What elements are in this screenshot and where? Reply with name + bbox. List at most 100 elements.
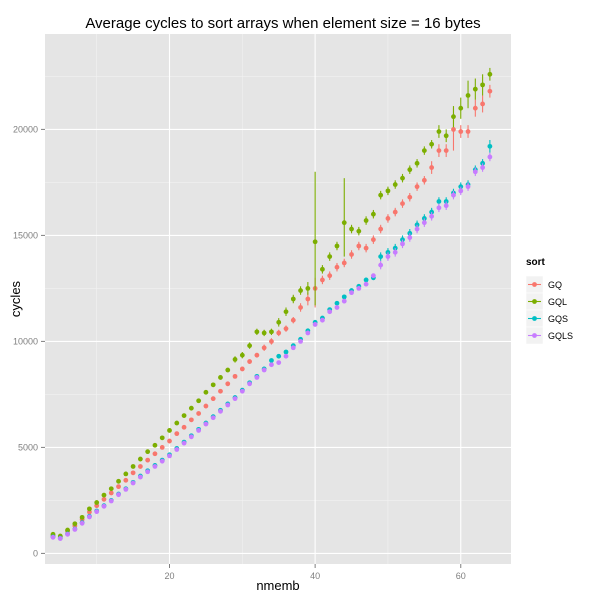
data-point: [429, 141, 435, 147]
data-point: [269, 358, 274, 363]
y-tick-label: 5000: [18, 442, 38, 452]
data-point: [400, 241, 405, 247]
data-point: [254, 352, 260, 358]
data-point: [327, 254, 333, 259]
data-point: [116, 478, 121, 484]
data-point: [290, 296, 296, 302]
data-point: [232, 396, 238, 402]
data-point: [65, 531, 70, 537]
data-point: [123, 471, 129, 477]
data-point: [458, 188, 464, 194]
data-point: [87, 514, 92, 520]
data-point: [232, 357, 238, 362]
data-point: [305, 330, 311, 336]
data-point: [218, 388, 223, 394]
data-point: [298, 305, 303, 310]
data-point: [407, 167, 413, 173]
data-point: [137, 464, 143, 469]
data-point: [283, 309, 289, 315]
data-point: [123, 486, 129, 492]
data-point: [305, 296, 311, 302]
y-tick-label: 10000: [13, 336, 38, 346]
x-tick-label: 20: [165, 571, 175, 581]
data-point: [159, 435, 165, 441]
data-point: [443, 148, 449, 154]
data-point: [196, 398, 202, 404]
data-point: [72, 527, 78, 532]
data-point: [487, 154, 493, 160]
legend-label: GQLS: [548, 331, 573, 341]
data-point: [174, 420, 180, 426]
data-point: [472, 105, 478, 111]
data-point: [356, 243, 362, 249]
plot-panel: [45, 34, 511, 564]
data-point: [145, 469, 151, 475]
data-point: [137, 474, 143, 480]
data-point: [407, 194, 413, 200]
data-point: [152, 451, 158, 457]
data-point: [239, 352, 245, 358]
chart-title: Average cycles to sort arrays when eleme…: [85, 15, 480, 32]
data-point: [254, 329, 260, 335]
data-point: [130, 470, 136, 476]
data-point: [210, 382, 216, 388]
data-point: [436, 205, 442, 211]
data-point: [94, 509, 100, 515]
major-gridlines: [45, 34, 511, 564]
data-point: [400, 201, 405, 207]
data-point: [341, 294, 347, 300]
data-point: [407, 235, 413, 240]
data-point: [349, 252, 354, 257]
data-point: [188, 417, 194, 423]
data-point: [269, 339, 274, 344]
data-point: [239, 366, 245, 372]
data-point: [159, 445, 165, 450]
data-point: [320, 317, 325, 323]
data-point: [370, 273, 376, 279]
data-point: [458, 105, 464, 111]
data-point: [50, 534, 56, 540]
data-point: [363, 277, 369, 283]
data-point: [167, 453, 172, 459]
legend-key-point: [532, 299, 537, 304]
data-point: [181, 424, 187, 430]
data-point: [137, 456, 143, 462]
data-point: [451, 114, 456, 120]
data-point: [436, 199, 442, 204]
data-point: [421, 220, 427, 226]
data-point: [341, 220, 347, 226]
data-point: [247, 343, 253, 349]
legend-item-gqs: GQS: [525, 309, 568, 328]
legend-item-gqls: GQLS: [525, 326, 573, 345]
data-point: [196, 428, 202, 433]
data-point: [320, 266, 325, 272]
data-point: [283, 326, 289, 332]
data-point: [341, 260, 347, 266]
data-point: [378, 226, 384, 232]
data-point: [145, 457, 151, 463]
data-point: [392, 209, 398, 215]
data-point: [72, 521, 78, 527]
data-point: [225, 402, 231, 408]
data-point: [152, 464, 158, 469]
data-point: [334, 264, 340, 270]
data-point: [421, 177, 427, 183]
data-point: [334, 300, 340, 306]
data-point: [116, 484, 121, 490]
series-gqls: [50, 152, 493, 541]
legend: sort GQ GQL GQS GQLS: [525, 257, 573, 345]
data-point: [429, 213, 435, 219]
data-point: [385, 254, 391, 259]
data-point: [181, 440, 187, 446]
series-layer: [50, 67, 493, 541]
legend-label: GQS: [548, 314, 568, 324]
data-point: [370, 237, 376, 243]
data-point: [188, 405, 194, 411]
data-point: [269, 362, 274, 368]
data-point: [276, 353, 282, 359]
data-point: [320, 277, 325, 283]
data-point: [232, 373, 238, 379]
data-point: [108, 498, 114, 504]
data-point: [334, 305, 340, 310]
